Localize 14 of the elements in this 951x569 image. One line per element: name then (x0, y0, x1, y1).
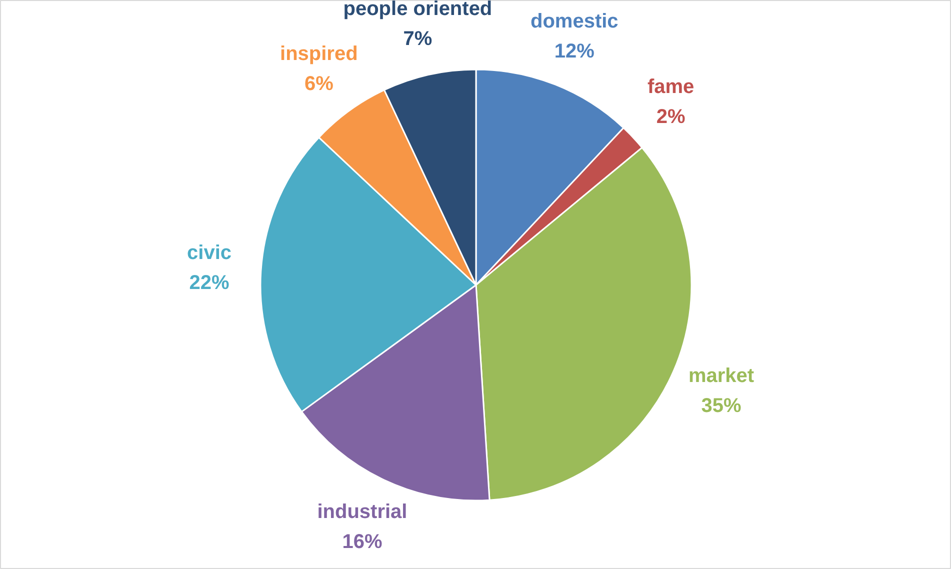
slice-label: industrial (317, 500, 408, 523)
slice-label: domestic (530, 10, 618, 33)
slice-label: fame (647, 76, 694, 98)
slice-label: civic (187, 242, 232, 264)
data-label: 12% (554, 40, 595, 63)
data-label: 6% (304, 72, 334, 95)
slice-label: people oriented (343, 0, 492, 20)
slice-label: inspired (280, 42, 358, 65)
data-label: 16% (342, 530, 382, 553)
slice-label: market (688, 365, 754, 388)
data-label: 22% (189, 272, 230, 294)
data-label: 2% (656, 106, 686, 128)
data-label: 35% (701, 395, 742, 418)
data-label: 7% (403, 28, 432, 50)
